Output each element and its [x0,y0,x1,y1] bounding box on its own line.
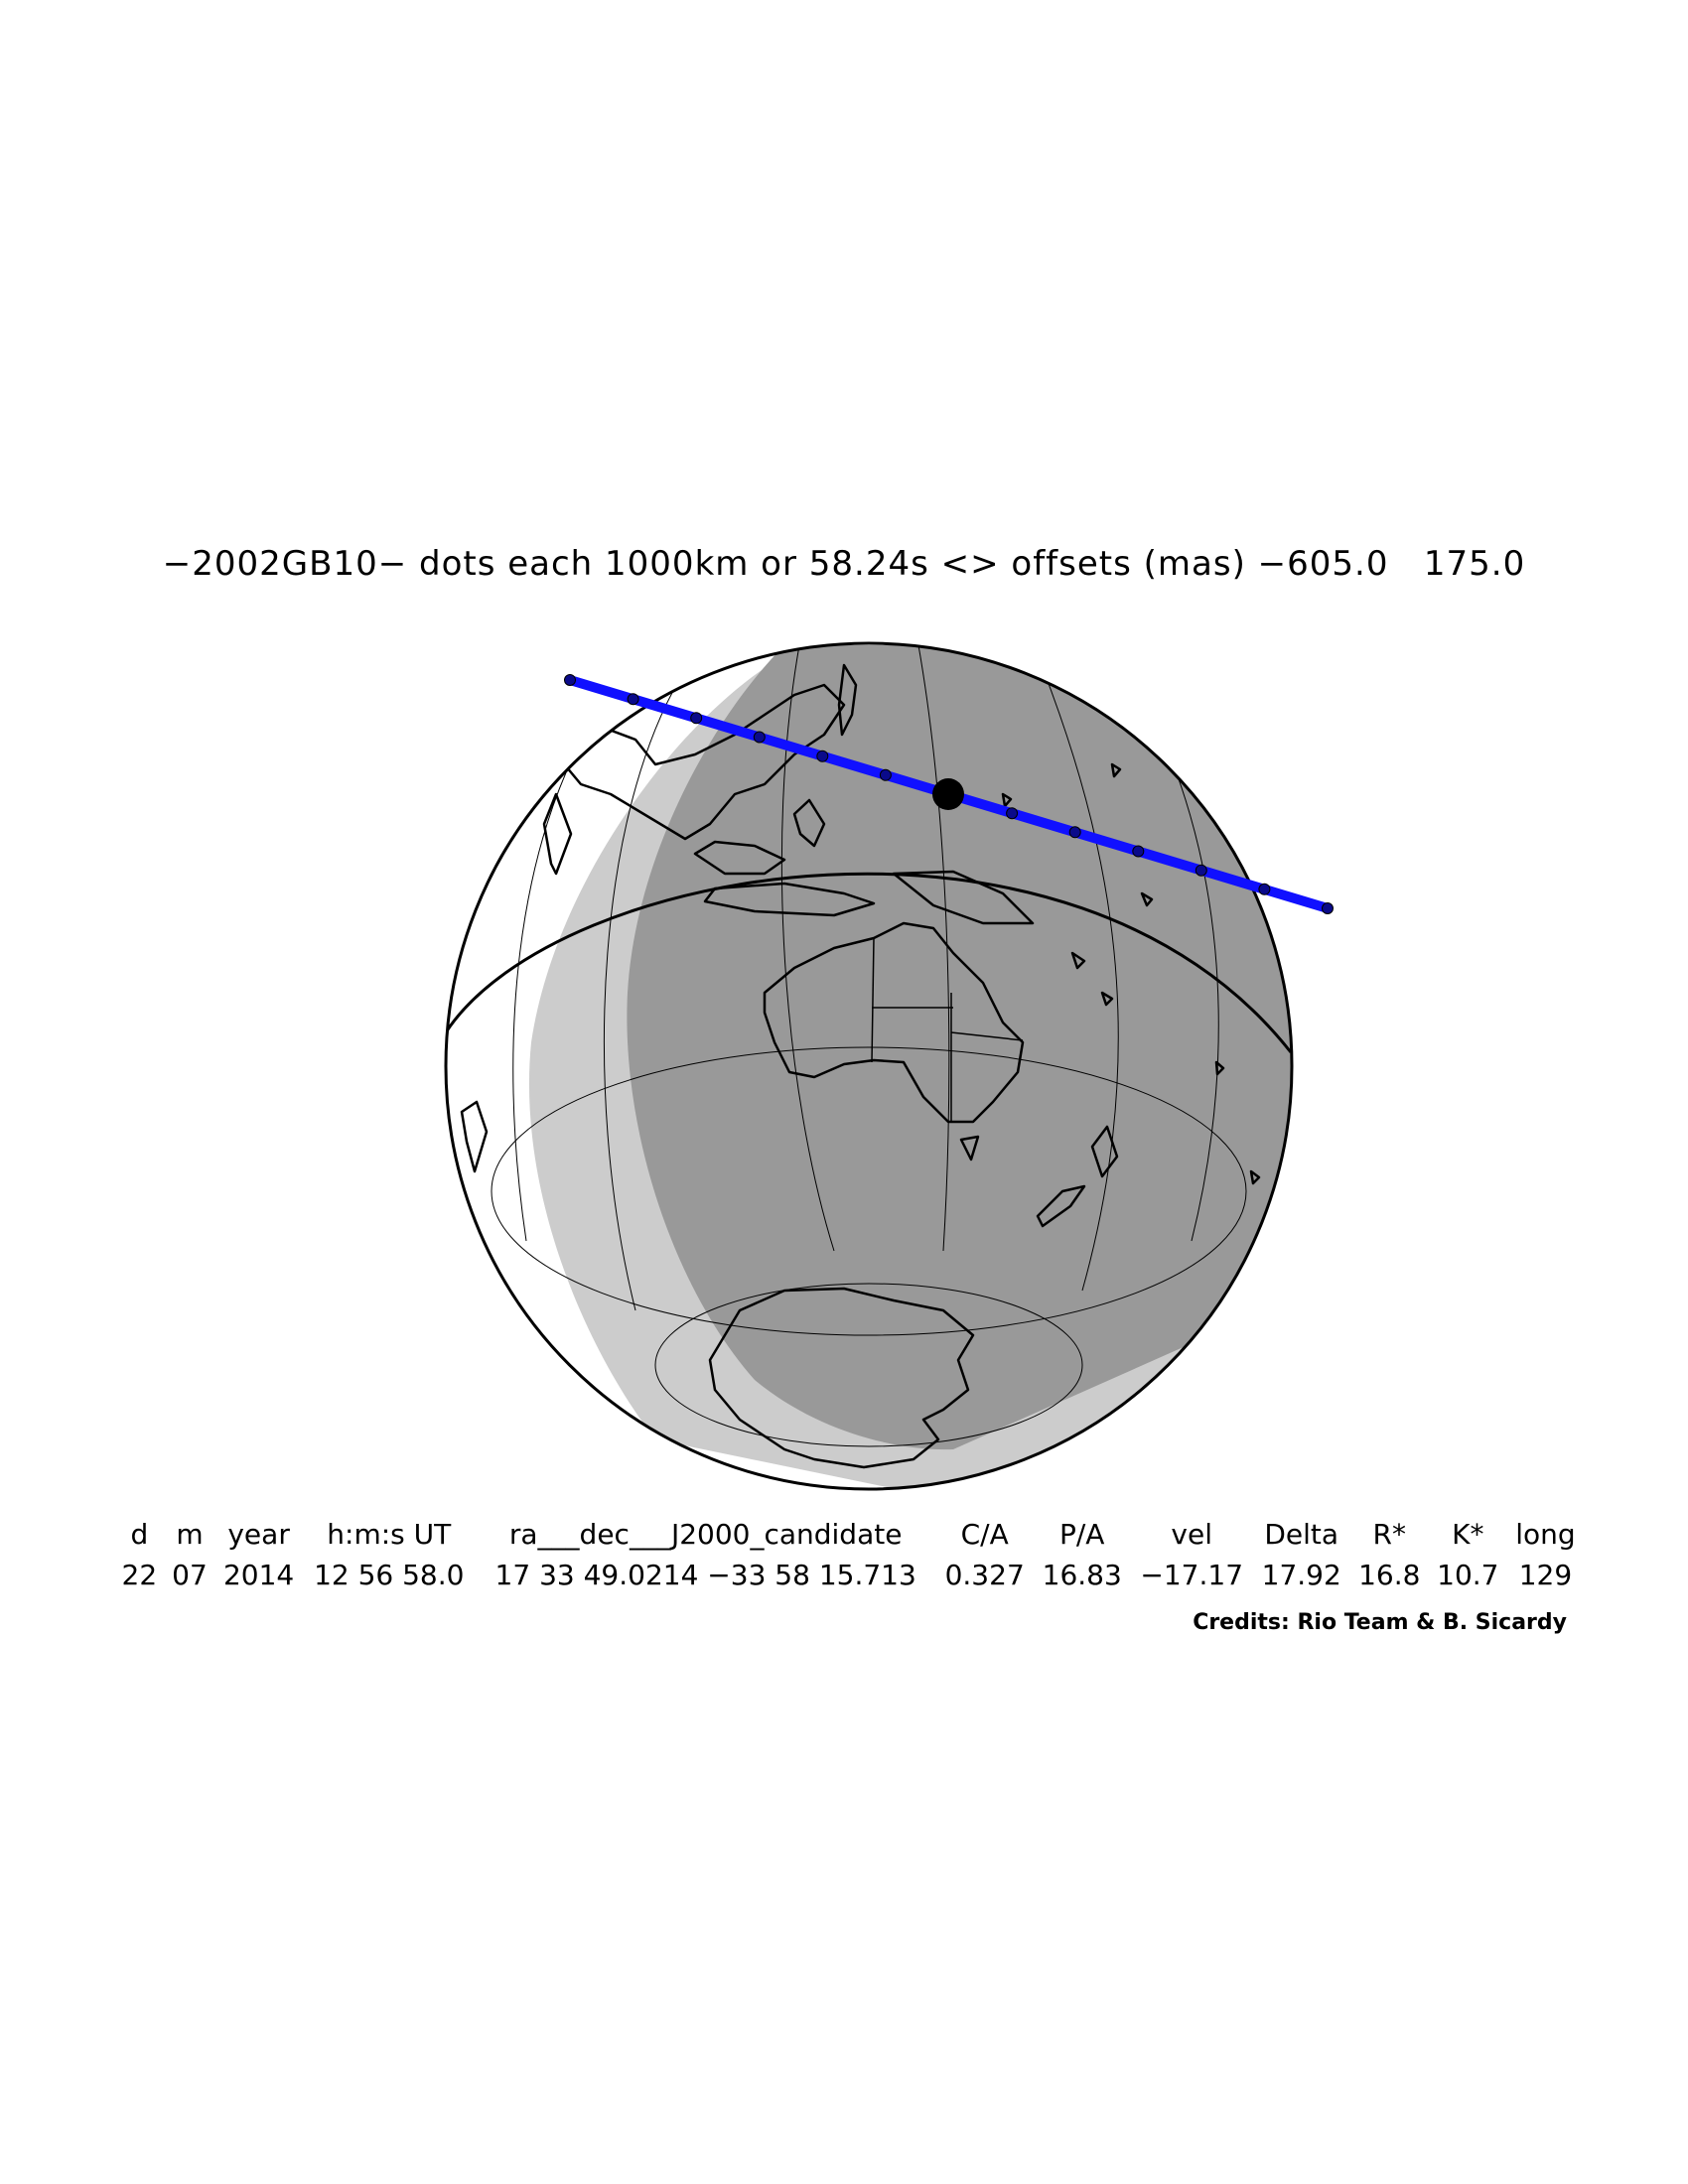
header-cell: long [1515,1518,1576,1551]
occultation-path [564,674,1334,914]
value-cell: −17.17 [1140,1559,1244,1591]
path-dot [1258,883,1271,895]
antarctica-outline [708,1287,975,1469]
credits-text: Credits: Rio Team & B. Sicardy [1193,1610,1567,1635]
value-cell: 22 [121,1559,158,1591]
path-dot [1006,807,1019,820]
value-cell: 16.8 [1358,1559,1421,1591]
australia-outline [763,921,1025,1124]
value-cell: 17 33 49.0214 −33 58 15.713 [494,1559,916,1591]
value-cell: 12 56 58.0 [314,1559,465,1591]
header-cell: h:m:s UT [327,1518,452,1551]
path-dot [879,768,892,781]
path-dot [1322,902,1334,914]
path-dot [753,731,766,744]
event-parameters-table: d m year h:m:s UT ra___dec___J2000_candi… [114,1514,1584,1595]
header-cell: year [227,1518,290,1551]
path-dot [816,750,829,762]
header-cell: d [130,1518,149,1551]
coastlines [460,663,1261,1469]
new-zealand-outline [1036,1125,1119,1228]
path-dot [1195,864,1207,877]
value-cell: 17.92 [1261,1559,1341,1591]
header-cell: R* [1372,1518,1406,1551]
value-cell: 10.7 [1437,1559,1499,1591]
path-dot [690,712,703,725]
header-cell: m [176,1518,204,1551]
header-cell: ra___dec___J2000_candidate [508,1518,903,1551]
graticule [491,644,1247,1447]
value-cell: 07 [172,1559,208,1591]
table-value-row: 22 07 2014 12 56 58.0 17 33 49.0214 −33 … [114,1555,1584,1595]
header-cell: K* [1452,1518,1484,1551]
terminator-line [446,872,1292,1053]
header-cell: C/A [960,1518,1009,1551]
value-cell: 0.327 [944,1559,1025,1591]
value-cell: 2014 [222,1559,295,1591]
header-cell: P/A [1058,1518,1105,1551]
figure-title: −2002GB10− dots each 1000km or 58.24s <>… [162,544,1526,584]
table-header-row: d m year h:m:s UT ra___dec___J2000_candi… [114,1514,1584,1555]
closest-approach-marker [932,778,964,810]
path-dot [627,693,639,706]
value-cell: 16.83 [1042,1559,1122,1591]
globe-outline [444,641,1294,1491]
header-cell: Delta [1264,1518,1339,1551]
path-dot [1132,845,1145,858]
value-cell: 129 [1518,1559,1573,1591]
path-dot [1068,826,1081,839]
header-cell: vel [1171,1518,1212,1551]
path-dot [564,674,576,686]
